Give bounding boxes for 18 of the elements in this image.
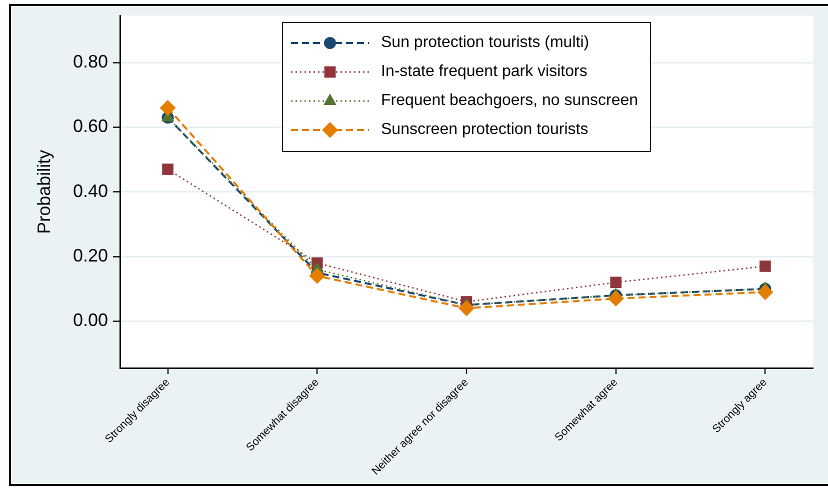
point	[757, 284, 774, 300]
y-tick-label: 0.80	[72, 52, 108, 72]
y-tick-label: 0.20	[72, 245, 108, 266]
y-tick-label: 0.00	[72, 310, 108, 330]
legend-label: Sunscreen protection tourists	[381, 121, 588, 140]
point	[160, 100, 176, 116]
point	[162, 164, 174, 175]
y-tick-label: 0.60	[72, 116, 108, 136]
point	[610, 276, 622, 288]
legend-label: Sun protection tourists (multi)	[381, 34, 590, 52]
legend-label: Frequent beachgoers, no sunscreen	[381, 92, 638, 110]
y-axis-title: Probability	[34, 150, 54, 234]
point	[309, 268, 326, 284]
point	[608, 290, 624, 307]
point	[458, 300, 474, 316]
point	[760, 260, 771, 272]
legend-label: In-state frequent park visitors	[381, 63, 588, 82]
y-tick-label: 0.40	[72, 180, 108, 201]
